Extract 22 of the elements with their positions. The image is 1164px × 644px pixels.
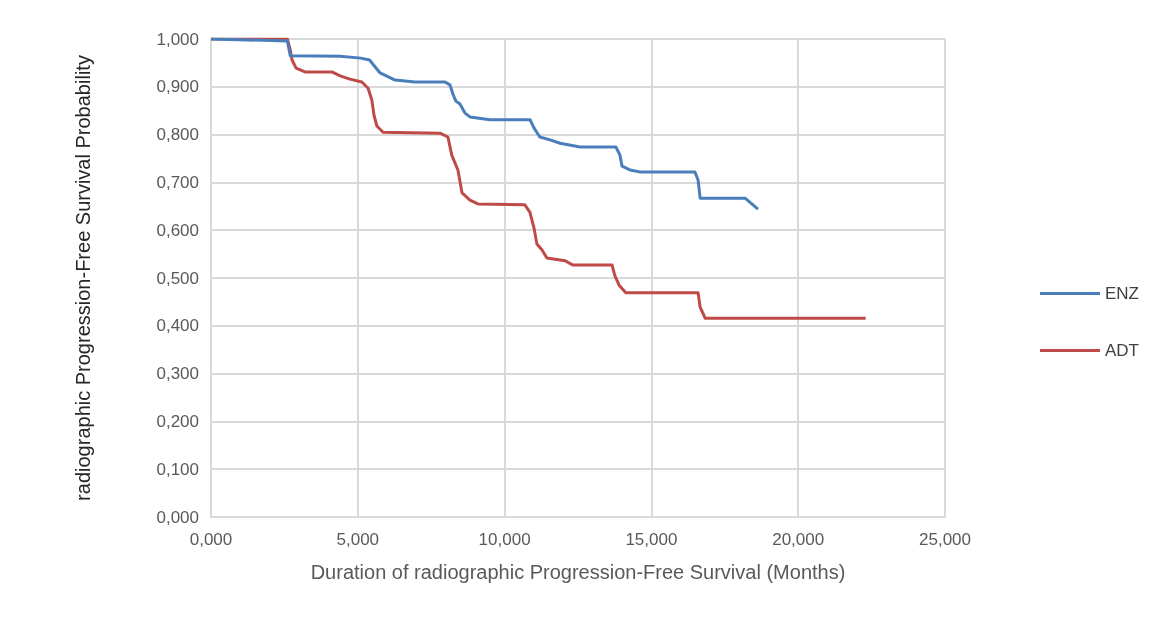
x-tick-label: 0,000 (189, 530, 233, 549)
y-axis-title: radiographic Progression-Free Survival Probability (72, 55, 94, 501)
y-tick-label: 0,900 (156, 77, 199, 97)
line-series (209, 37, 760, 211)
x-axis-title: Duration of radiographic Progression-Free Survival (Months) (310, 561, 846, 583)
y-tick-label: 0,600 (156, 220, 199, 240)
y-tick-label: 0,500 (156, 268, 199, 288)
x-tick-label: 10,000 (478, 530, 531, 549)
y-tick-label: 0,000 (156, 507, 199, 527)
y-tick-label: 0,700 (156, 172, 199, 192)
legend-label: ENZ (1105, 284, 1139, 303)
y-tick-label: 0,100 (156, 459, 199, 479)
y-tick-label: 0,800 (156, 125, 199, 145)
x-tick-label: 25,000 (919, 530, 971, 549)
x-tick-label: 20,000 (772, 530, 825, 549)
y-tick-label: 0,200 (156, 411, 199, 431)
x-tick-label: 15,000 (625, 530, 678, 549)
y-tick-label: 1,000 (156, 29, 199, 49)
legend-label: ADT (1105, 341, 1139, 360)
x-tick-label: 5,000 (336, 530, 380, 549)
y-tick-label: 0,300 (156, 364, 199, 384)
y-tick-label: 0,400 (156, 316, 199, 336)
